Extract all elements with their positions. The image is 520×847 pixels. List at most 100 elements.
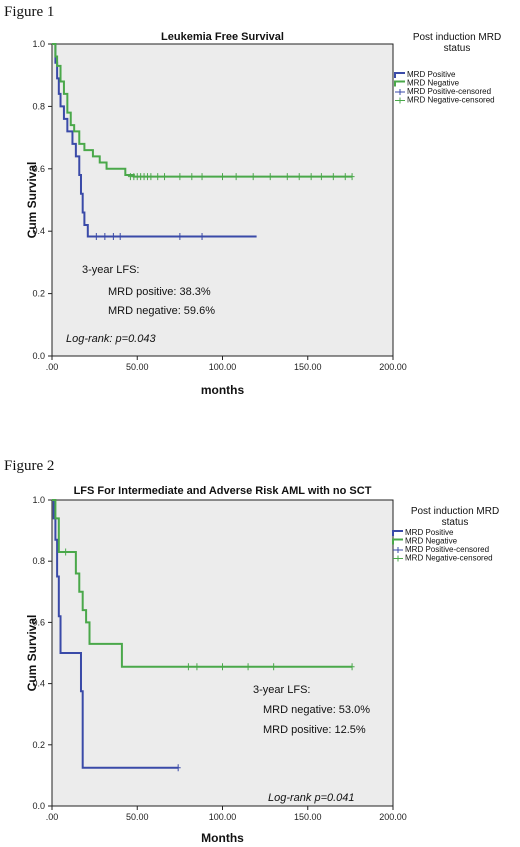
chart-1: Leukemia Free Survival 0.0 0.2 0.4 0.6 0.8 1.0…	[25, 31, 501, 397]
legend-title: Post induction MRD	[411, 506, 499, 517]
censor-mark	[296, 173, 302, 181]
x-tick-label: 100.00	[209, 812, 237, 822]
lfs-annotation: MRD negative: 53.0%	[263, 704, 370, 716]
censor-mark	[194, 663, 200, 671]
y-tick-label: 0.6	[32, 617, 45, 627]
x-axis-title: Months	[201, 831, 244, 845]
y-tick-label: 0.8	[32, 556, 45, 566]
legend-title: status	[444, 43, 471, 54]
legend-swatch	[395, 97, 405, 104]
x-tick-label: .00	[46, 812, 59, 822]
chart-title: Leukemia Free Survival	[161, 31, 284, 43]
legend-swatch	[392, 538, 403, 545]
legend-swatch	[393, 555, 403, 562]
censor-mark	[220, 663, 225, 671]
legend-swatch	[394, 80, 405, 87]
censor-mark	[349, 663, 355, 671]
x-tick-label: 150.00	[294, 812, 322, 822]
x-tick-label: 50.00	[126, 362, 149, 372]
censor-mark	[349, 173, 355, 181]
censor-mark	[233, 173, 239, 181]
x-tick-label: 100.00	[209, 362, 237, 372]
plot-area	[51, 499, 394, 807]
x-tick-label: 150.00	[294, 362, 322, 372]
y-tick-label: 0.0	[32, 351, 45, 361]
figure-1-chart: Leukemia Free Survival 0.0 0.2 0.4 0.6 0.8 1.0…	[25, 31, 501, 397]
censor-mark	[110, 233, 116, 241]
chart-title: LFS For Intermediate and Adverse Risk AM…	[74, 485, 372, 497]
censor-mark	[162, 173, 168, 181]
legend-entry: MRD Negative-censored	[407, 96, 495, 105]
censor-mark	[93, 233, 99, 241]
y-tick-label: 0.0	[32, 801, 45, 811]
legend-swatch	[395, 89, 405, 95]
y-tick-label: 0.2	[32, 289, 45, 299]
log-rank-footnote: Log-rank p=0.041	[268, 792, 355, 804]
legend-entry: MRD Negative	[405, 537, 458, 546]
legend-entry: MRD Positive-censored	[407, 87, 491, 96]
x-axis-title: months	[201, 383, 245, 397]
legend-entry: MRD Negative	[407, 79, 460, 88]
y-tick-label: 0.4	[32, 226, 45, 236]
legend-entry: MRD Positive-censored	[405, 545, 489, 554]
censor-mark	[245, 663, 251, 671]
lfs-annotation: MRD negative: 59.6%	[108, 305, 215, 317]
censor-mark	[308, 173, 314, 181]
censor-mark	[199, 233, 205, 241]
series-line-mrd-negative	[52, 43, 353, 178]
censor-mark	[117, 233, 123, 241]
y-tick-label: 1.0	[32, 39, 45, 49]
censor-mark	[330, 173, 336, 181]
lfs-annotation: 3-year LFS:	[82, 264, 139, 276]
legend-entry: MRD Positive	[405, 528, 454, 537]
figure-1-label: Figure 1	[4, 4, 55, 20]
censor-mark	[102, 233, 108, 241]
legend-entry: MRD Negative-censored	[405, 554, 493, 563]
x-tick-label: 200.00	[379, 812, 407, 822]
censor-mark	[284, 173, 290, 181]
log-rank-footnote: Log-rank: p=0.043	[66, 333, 156, 345]
censor-mark	[318, 173, 324, 181]
series-line-mrd-negative	[52, 499, 353, 668]
censor-mark	[189, 173, 195, 181]
censor-mark	[148, 173, 154, 181]
lfs-annotation: MRD positive: 12.5%	[263, 724, 366, 736]
y-tick-label: 0.2	[32, 740, 45, 750]
legend-swatch	[392, 530, 403, 536]
censor-mark	[250, 173, 256, 181]
lfs-annotation: MRD positive: 38.3%	[108, 286, 211, 298]
censor-mark	[342, 173, 348, 181]
chart-2: LFS For Intermediate and Adverse Risk AM…	[25, 485, 499, 845]
x-tick-label: 50.00	[126, 812, 149, 822]
censor-mark	[185, 663, 191, 671]
series-line-mrd-positive	[52, 43, 257, 238]
censor-mark	[177, 173, 183, 181]
legend-title: status	[442, 517, 469, 528]
y-tick-label: 0.8	[32, 101, 45, 111]
y-axis-title: Cum Survival	[25, 162, 39, 239]
y-axis-title: Cum Survival	[25, 615, 39, 692]
x-tick-label: 200.00	[379, 362, 407, 372]
censor-mark	[271, 663, 277, 671]
y-tick-label: 0.4	[32, 679, 45, 689]
y-tick-label: 1.0	[32, 495, 45, 505]
censor-mark	[177, 233, 183, 241]
censor-mark	[267, 173, 273, 181]
y-tick-label: 0.6	[32, 164, 45, 174]
x-tick-label: .00	[46, 362, 59, 372]
figure-2-label: Figure 2	[4, 458, 55, 474]
plot-area	[51, 43, 394, 357]
legend-entry: MRD Positive	[407, 70, 456, 79]
lfs-annotation: 3-year LFS:	[253, 684, 310, 696]
censor-mark	[155, 173, 161, 181]
censor-mark	[220, 173, 225, 181]
censor-mark	[175, 764, 181, 772]
legend-swatch	[393, 547, 403, 553]
censor-mark	[199, 173, 205, 181]
legend-title: Post induction MRD	[413, 32, 501, 43]
legend-swatch	[394, 72, 405, 78]
censor-mark	[63, 548, 69, 556]
